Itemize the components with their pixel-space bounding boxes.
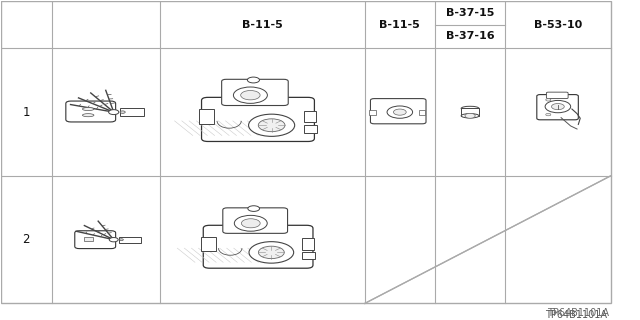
Bar — [119, 236, 141, 243]
FancyBboxPatch shape — [223, 208, 287, 233]
FancyBboxPatch shape — [204, 225, 313, 268]
Circle shape — [387, 106, 413, 118]
FancyBboxPatch shape — [547, 92, 568, 99]
Text: TP64B1101A: TP64B1101A — [547, 308, 609, 318]
Circle shape — [546, 99, 551, 101]
Circle shape — [545, 100, 571, 113]
Text: 2: 2 — [22, 233, 30, 246]
Circle shape — [109, 237, 118, 242]
Bar — [304, 125, 317, 132]
Circle shape — [234, 87, 268, 103]
Bar — [120, 108, 145, 116]
Circle shape — [234, 215, 268, 231]
Bar — [303, 238, 314, 250]
Circle shape — [259, 246, 284, 259]
FancyBboxPatch shape — [371, 99, 426, 124]
Circle shape — [248, 114, 294, 136]
Circle shape — [465, 113, 475, 118]
Bar — [84, 237, 93, 241]
Circle shape — [248, 206, 260, 212]
Text: 1: 1 — [22, 106, 30, 119]
FancyBboxPatch shape — [75, 231, 116, 249]
Circle shape — [546, 113, 551, 116]
Circle shape — [241, 91, 260, 100]
Circle shape — [241, 219, 260, 228]
FancyBboxPatch shape — [66, 101, 116, 122]
Ellipse shape — [461, 114, 479, 118]
Ellipse shape — [83, 114, 94, 117]
Circle shape — [394, 109, 406, 115]
Circle shape — [259, 119, 285, 132]
Text: TP64B1101A: TP64B1101A — [545, 310, 607, 320]
Circle shape — [120, 111, 125, 113]
FancyBboxPatch shape — [202, 97, 314, 141]
Circle shape — [247, 77, 259, 83]
Bar — [369, 110, 376, 115]
FancyBboxPatch shape — [537, 95, 579, 120]
Bar — [461, 108, 479, 116]
Text: B-11-5: B-11-5 — [380, 20, 420, 29]
Bar — [304, 111, 316, 122]
Bar — [419, 110, 426, 115]
Ellipse shape — [461, 106, 479, 111]
Circle shape — [120, 239, 124, 241]
Circle shape — [249, 242, 294, 263]
Ellipse shape — [83, 108, 94, 111]
Bar — [199, 109, 214, 124]
Bar — [201, 237, 216, 251]
FancyBboxPatch shape — [221, 79, 288, 106]
Bar — [303, 252, 316, 260]
Circle shape — [552, 103, 564, 110]
Text: B-37-16: B-37-16 — [446, 31, 494, 41]
Circle shape — [109, 110, 119, 115]
Text: B-37-15: B-37-15 — [446, 8, 494, 18]
Text: B-11-5: B-11-5 — [242, 20, 283, 29]
Text: B-53-10: B-53-10 — [534, 20, 582, 29]
